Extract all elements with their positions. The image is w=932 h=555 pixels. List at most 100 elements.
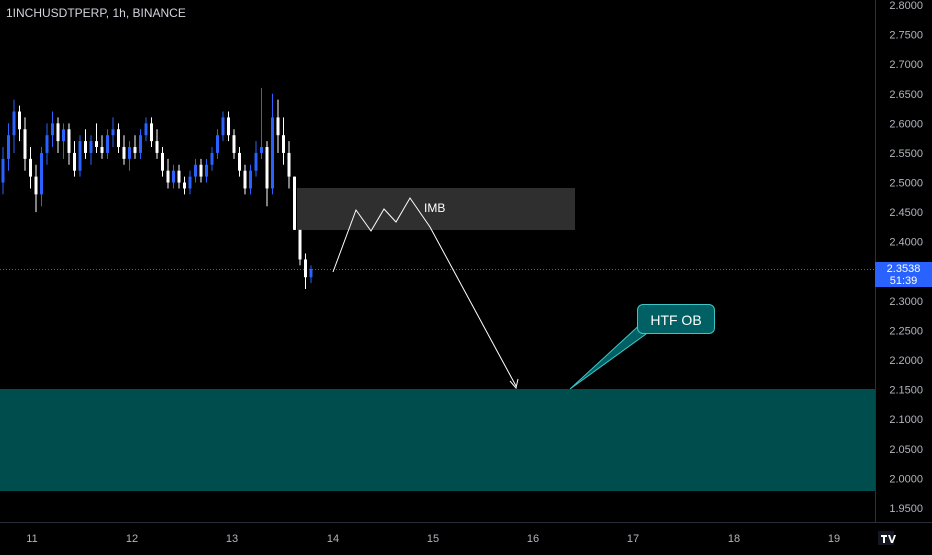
candle-up	[254, 152, 258, 171]
candle-down	[265, 147, 269, 189]
candle-down	[166, 170, 170, 183]
candle-down	[276, 117, 280, 136]
price-axis-label: 2.8000	[889, 0, 923, 12]
time-axis-label: 18	[728, 533, 740, 545]
candle-down	[84, 141, 87, 153]
candle-down	[293, 176, 296, 230]
candle-up	[194, 164, 197, 177]
candle-down	[73, 152, 76, 171]
time-axis-label: 13	[226, 533, 238, 545]
candle-down	[18, 111, 21, 130]
candle-up	[51, 123, 54, 136]
candle-up	[62, 129, 65, 142]
candle-up	[205, 164, 208, 177]
candle-down	[199, 164, 203, 177]
price-axis-label: 1.9500	[889, 503, 923, 515]
time-axis-bg[interactable]	[0, 522, 932, 550]
candle-down	[183, 182, 186, 189]
time-axis-label: 12	[126, 533, 138, 545]
candle-up	[188, 176, 192, 189]
price-axis-label: 2.2000	[889, 355, 923, 367]
candle-up	[210, 152, 214, 165]
candle-up	[309, 268, 313, 278]
candle-down	[161, 152, 164, 171]
candle-up	[216, 135, 219, 153]
price-axis-label: 2.6000	[889, 118, 923, 130]
price-axis-label: 2.2500	[889, 325, 923, 337]
candle-down	[232, 135, 236, 153]
current-price-badge: 2.3538 51:39	[875, 262, 932, 287]
candle-down	[177, 170, 181, 183]
candle-down	[282, 135, 285, 153]
price-axis-label: 2.0000	[889, 473, 923, 485]
time-axis-label: 16	[527, 533, 539, 545]
price-axis-label: 2.1500	[889, 385, 923, 397]
candle-down	[100, 147, 104, 153]
candle-up	[249, 170, 252, 189]
time-axis-label: 11	[26, 533, 37, 545]
time-axis-label: 15	[427, 533, 439, 545]
candle-up	[139, 135, 142, 153]
time-axis-label: 14	[327, 533, 339, 545]
candle-up	[260, 147, 263, 153]
price-axis-label: 2.3000	[889, 296, 923, 308]
time-axis-label: 17	[627, 533, 639, 545]
candle-down	[29, 158, 32, 177]
price-axis-label: 2.5500	[889, 148, 923, 160]
imbalance-label: IMB	[424, 201, 446, 215]
tradingview-logo-icon[interactable]	[868, 526, 932, 550]
candle-down	[133, 147, 137, 153]
candle-down	[298, 229, 302, 260]
bar-countdown: 51:39	[889, 275, 918, 287]
price-axis-label: 2.1000	[889, 414, 923, 426]
projection-path[interactable]	[332, 197, 517, 387]
current-price-value: 2.3538	[886, 263, 921, 275]
candle-up	[12, 111, 16, 136]
price-axis-label: 2.0500	[889, 444, 923, 456]
candle-down	[238, 152, 241, 171]
candle-up	[172, 170, 175, 183]
price-axis-label: 2.6500	[889, 89, 923, 101]
price-axis-label: 2.7500	[889, 30, 923, 42]
candle-down	[304, 259, 307, 278]
candle-up	[40, 152, 43, 195]
price-axis-label: 2.4000	[889, 237, 923, 249]
price-axis-label: 2.7000	[889, 59, 923, 71]
candle-down	[34, 176, 38, 195]
imbalance-zone[interactable]	[297, 188, 575, 230]
candle-up	[7, 135, 10, 159]
candle-up	[45, 135, 49, 153]
candle-down	[150, 123, 153, 142]
candle-down	[23, 129, 27, 159]
candle-up	[78, 141, 82, 171]
candle-down	[56, 123, 60, 142]
candle-up	[111, 129, 115, 136]
arrow-head-icon	[509, 378, 519, 390]
candle-up	[106, 135, 109, 153]
candle-up	[271, 117, 274, 189]
candle-up	[128, 147, 131, 159]
candle-up	[221, 117, 225, 136]
candle-down	[243, 170, 247, 189]
time-axis-label: 19	[828, 533, 840, 545]
symbol-info: 1INCHUSDTPERP, 1h, BINANCE	[6, 6, 186, 20]
candles-group	[1, 87, 313, 290]
time-axis-labels: 11 12 13 14 15 16 17 18 19	[26, 533, 840, 545]
candle-down	[95, 141, 98, 148]
candle-down	[287, 152, 291, 177]
candle-up	[144, 123, 148, 136]
candle-down	[117, 129, 120, 148]
candle-down	[122, 147, 126, 159]
candle-up	[1, 158, 5, 183]
price-axis-bg[interactable]	[875, 0, 932, 522]
htf-ob-callout[interactable]: HTF OB	[637, 304, 715, 334]
candle-down	[227, 117, 230, 136]
candle-up	[89, 141, 93, 153]
htf-ob-zone[interactable]	[0, 389, 875, 491]
candle-down	[67, 129, 71, 153]
price-axis-label: 2.4500	[889, 207, 923, 219]
candle-down	[155, 141, 159, 153]
price-axis-label: 2.5000	[889, 178, 923, 190]
